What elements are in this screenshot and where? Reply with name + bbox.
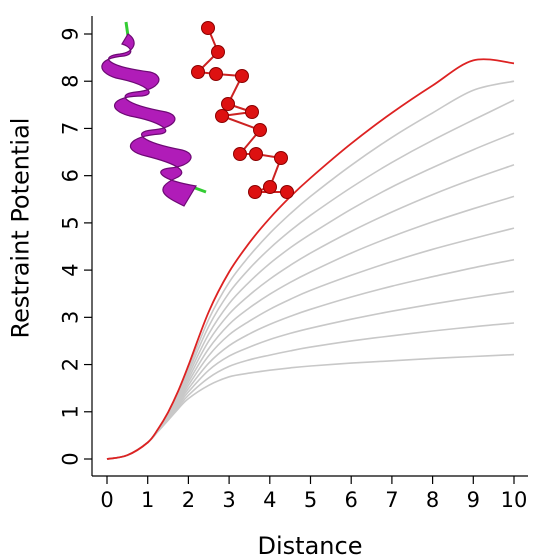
y-axis-ticks: 0 1 2 3 4 5 6 7 8 9 [58,27,92,466]
x-tick-label: 6 [345,488,358,512]
y-tick-label: 6 [58,169,82,182]
x-tick-label: 7 [385,488,398,512]
x-tick-label: 3 [222,488,235,512]
x-tick-label: 5 [304,488,317,512]
x-tick-label: 10 [501,488,528,512]
y-tick-label: 1 [58,405,82,418]
y-axis-title: Restraint Potential [6,118,34,339]
series-line-5 [106,227,515,460]
y-tick-label: 2 [58,358,82,371]
series-line-2 [106,322,515,460]
y-tick-label: 5 [58,216,82,229]
x-tick-label: 1 [141,488,154,512]
series-line-3 [106,290,515,460]
x-axis-ticks: 0 1 2 3 4 5 6 7 8 9 10 [100,476,527,512]
y-tick-label: 8 [58,75,82,88]
y-tick-label: 4 [58,263,82,276]
bead-chain-icon [191,21,294,199]
x-tick-label: 9 [467,488,480,512]
axes [91,16,528,477]
x-tick-label: 0 [100,488,113,512]
alpha-helix-ribbon-icon [101,21,207,207]
x-tick-label: 4 [263,488,276,512]
series-line-10 [106,80,515,460]
y-tick-label: 9 [58,27,82,40]
y-tick-label: 3 [58,311,82,324]
x-tick-label: 2 [182,488,195,512]
y-tick-label: 0 [58,452,82,465]
series-layer [106,58,515,460]
series-line-1 [106,353,515,460]
y-tick-label: 7 [58,122,82,135]
x-axis-title: Distance [258,532,363,558]
series-line-highlight [106,58,515,460]
x-tick-label: 8 [426,488,439,512]
